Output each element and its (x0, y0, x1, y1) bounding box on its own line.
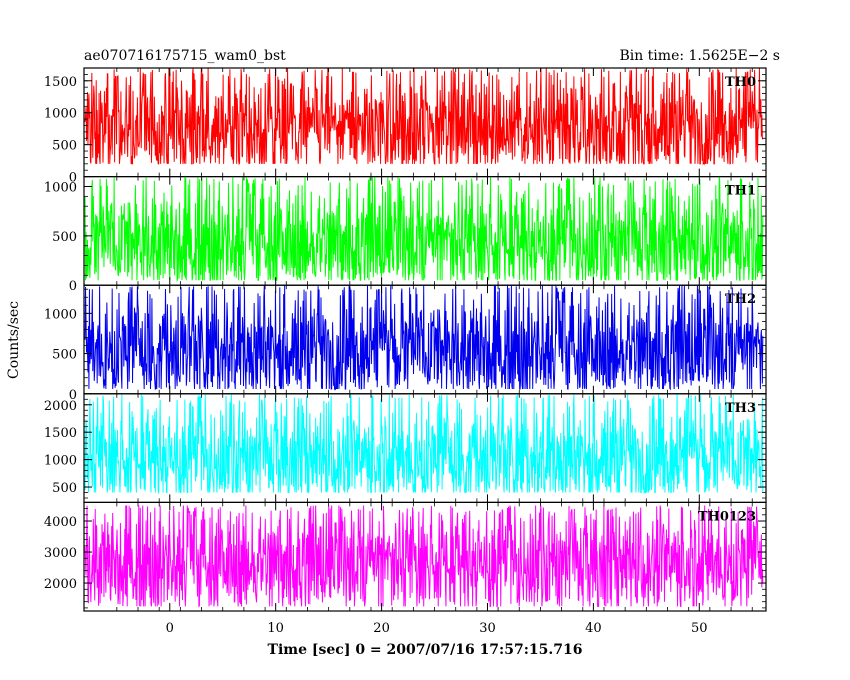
series-th2 (84, 285, 764, 391)
y-tick-label: 1500 (44, 426, 77, 441)
panel-th0: 0 500 1000 1500 TH0 (44, 67, 767, 186)
y-tick-label: 500 (52, 348, 77, 363)
y-tick-label: 500 (52, 139, 77, 154)
panel-th1: 0 500 1000 TH1 (44, 176, 767, 294)
x-tick-label: 40 (585, 621, 602, 636)
y-tick-label: 3000 (44, 546, 77, 561)
panel-label-th0: TH0 (725, 75, 756, 90)
chart-title-right: Bin time: 1.5625E−2 s (619, 48, 780, 64)
y-tick-label: 4000 (44, 515, 77, 530)
x-tick-label: 20 (373, 621, 390, 636)
y-tick-label: 0 (69, 388, 77, 403)
y-tick-label: 2000 (44, 399, 77, 414)
y-tick-label: 0 (69, 279, 77, 294)
y-tick-label: 1000 (44, 307, 77, 322)
y-tick-label: 2000 (44, 577, 77, 592)
x-axis: 0 10 20 30 40 50 (166, 621, 708, 636)
series-th0 (84, 68, 764, 166)
y-tick-label: 1500 (44, 75, 77, 90)
panel-label-th0123: TH0123 (698, 509, 756, 524)
y-tick-label: 1000 (44, 454, 77, 469)
y-axis-label: Counts/sec (6, 301, 22, 379)
y-tick-label: 500 (52, 230, 77, 245)
series-th3 (84, 393, 764, 495)
y-tick-label: 1000 (44, 180, 77, 195)
y-tick-label: 500 (52, 481, 77, 496)
panel-th0123: 2000 3000 4000 TH0123 (44, 501, 767, 612)
y-tick-label: 0 (69, 171, 77, 186)
panel-frame (83, 501, 767, 612)
panel-label-th1: TH1 (725, 184, 756, 199)
y-tick-label: 1000 (44, 107, 77, 122)
panels: 0 500 1000 1500 TH0 0 500 1000 TH1 0 500 1000 TH2 500… (44, 67, 767, 612)
x-tick-label: 50 (691, 621, 708, 636)
panel-th2: 0 500 1000 TH2 (44, 284, 767, 403)
panel-label-th3: TH3 (725, 401, 756, 416)
x-tick-label: 30 (479, 621, 496, 636)
panel-th3: 500 1000 1500 2000 TH3 (44, 393, 767, 503)
series-th0123 (84, 505, 764, 608)
series-th1 (84, 176, 764, 283)
chart-title-left: ae070716175715_wam0_bst (84, 48, 286, 64)
x-axis-label: Time [sec] 0 = 2007/07/16 17:57:15.716 (268, 642, 583, 658)
x-tick-label: 0 (166, 621, 174, 636)
x-tick-label: 10 (267, 621, 284, 636)
panel-label-th2: TH2 (725, 292, 756, 307)
